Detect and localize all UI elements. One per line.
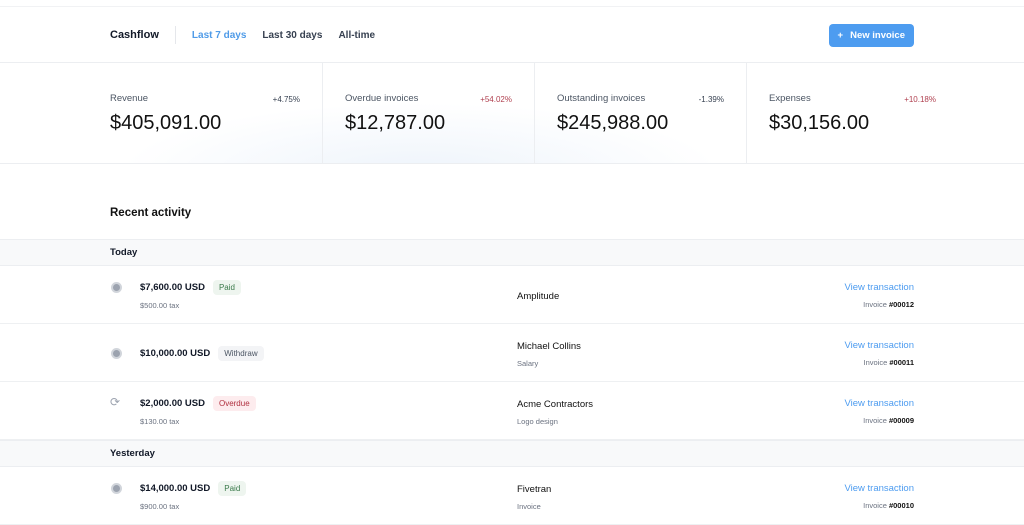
stat-expenses: Expenses +10.18% $30,156.00: [746, 63, 958, 163]
client-name: Michael Collins: [517, 341, 581, 352]
status-badge: Paid: [218, 481, 247, 496]
client-name: Fivetran: [517, 484, 552, 495]
circle-icon: [111, 282, 122, 293]
view-transaction-link[interactable]: View transaction: [844, 282, 914, 293]
client-name: Acme Contractors: [517, 399, 594, 410]
invoice-number: Invoice #00011: [864, 358, 914, 367]
stat-overdue-invoices: Overdue invoices +54.02% $12,787.00: [322, 63, 534, 163]
tab-last-30-days[interactable]: Last 30 days: [262, 29, 323, 41]
circle-icon: [111, 483, 122, 494]
description: Salary: [517, 359, 539, 368]
stat-change: -1.39%: [698, 95, 724, 104]
stat-revenue: Revenue +4.75% $405,091.00: [110, 63, 322, 163]
refresh-icon: ⟳: [110, 395, 121, 409]
invoice-prefix: Invoice: [863, 416, 887, 425]
status-badge: Paid: [212, 280, 241, 295]
activity-row: $7,600.00 USD Paid $500.00 tax Amplitude …: [0, 266, 1024, 324]
new-invoice-label: New invoice: [850, 29, 905, 41]
tab-last-7-days[interactable]: Last 7 days: [191, 29, 247, 41]
activity-row: $10,000.00 USD Withdraw Michael Collins S…: [0, 324, 1024, 382]
view-transaction-link[interactable]: View transaction: [844, 340, 914, 351]
new-invoice-button[interactable]: + New invoice: [828, 23, 914, 47]
stat-value: $12,787.00: [345, 112, 446, 134]
view-transaction-link[interactable]: View transaction: [844, 398, 914, 409]
section-title: Recent activity: [110, 207, 192, 219]
invoice-id: #00011: [889, 358, 914, 367]
plus-icon: +: [837, 29, 844, 41]
stat-change: +54.02%: [480, 95, 512, 104]
amount: $14,000.00 USD Paid: [140, 481, 247, 496]
invoice-prefix: Invoice: [863, 300, 887, 309]
stat-label: Revenue: [110, 93, 149, 104]
stat-value: $30,156.00: [769, 112, 870, 134]
invoice-number: Invoice #00009: [863, 416, 914, 425]
client-name: Amplitude: [517, 291, 560, 302]
invoice-id: #00012: [888, 300, 914, 309]
invoice-prefix: Invoice: [863, 358, 888, 367]
amount-text: $10,000.00 USD: [140, 348, 211, 359]
status-badge: Withdraw: [218, 346, 264, 361]
invoice-id: #00009: [888, 416, 914, 425]
activity-row: $14,000.00 USD Paid $900.00 tax Fivetran …: [0, 467, 1024, 525]
invoice-number: Invoice #00010: [863, 501, 914, 510]
stat-change: +10.18%: [904, 95, 936, 104]
tax: $130.00 tax: [140, 417, 180, 426]
circle-icon: [111, 348, 122, 359]
amount-text: $7,600.00 USD: [140, 282, 205, 293]
header: Cashflow Last 7 days Last 30 days All-ti…: [110, 22, 914, 48]
stats-bar: Revenue +4.75% $405,091.00 Overdue invoice…: [0, 62, 1024, 164]
status-badge: Overdue: [212, 396, 256, 411]
invoice-number: Invoice #00012: [863, 300, 914, 309]
amount: $7,600.00 USD Paid: [140, 280, 241, 295]
stat-label: Expenses: [769, 93, 811, 104]
stat-outstanding-invoices: Outstanding invoices -1.39% $245,988.00: [534, 63, 746, 163]
tab-all-time[interactable]: All-time: [338, 29, 376, 41]
stat-value: $245,988.00: [557, 112, 669, 134]
stat-change: +4.75%: [272, 95, 300, 104]
stat-value: $405,091.00: [110, 112, 222, 134]
stat-label: Overdue invoices: [345, 93, 419, 104]
amount-text: $14,000.00 USD: [140, 483, 211, 494]
tax: $900.00 tax: [140, 502, 180, 511]
description: Invoice: [517, 502, 541, 511]
view-transaction-link[interactable]: View transaction: [844, 483, 914, 494]
description: Logo design: [517, 417, 558, 426]
tax: $500.00 tax: [140, 301, 180, 310]
activity-row: ⟳ $2,000.00 USD Overdue $130.00 tax Acme …: [0, 382, 1024, 440]
group-header: Today: [0, 239, 1024, 266]
invoice-prefix: Invoice: [863, 501, 887, 510]
amount: $10,000.00 USD Withdraw: [140, 346, 264, 361]
divider: [0, 6, 1024, 7]
page-title: Cashflow: [110, 26, 176, 44]
stat-label: Outstanding invoices: [557, 93, 646, 104]
amount: $2,000.00 USD Overdue: [140, 396, 256, 411]
group-header: Yesterday: [0, 440, 1024, 467]
amount-text: $2,000.00 USD: [140, 398, 205, 409]
invoice-id: #00010: [888, 501, 914, 510]
